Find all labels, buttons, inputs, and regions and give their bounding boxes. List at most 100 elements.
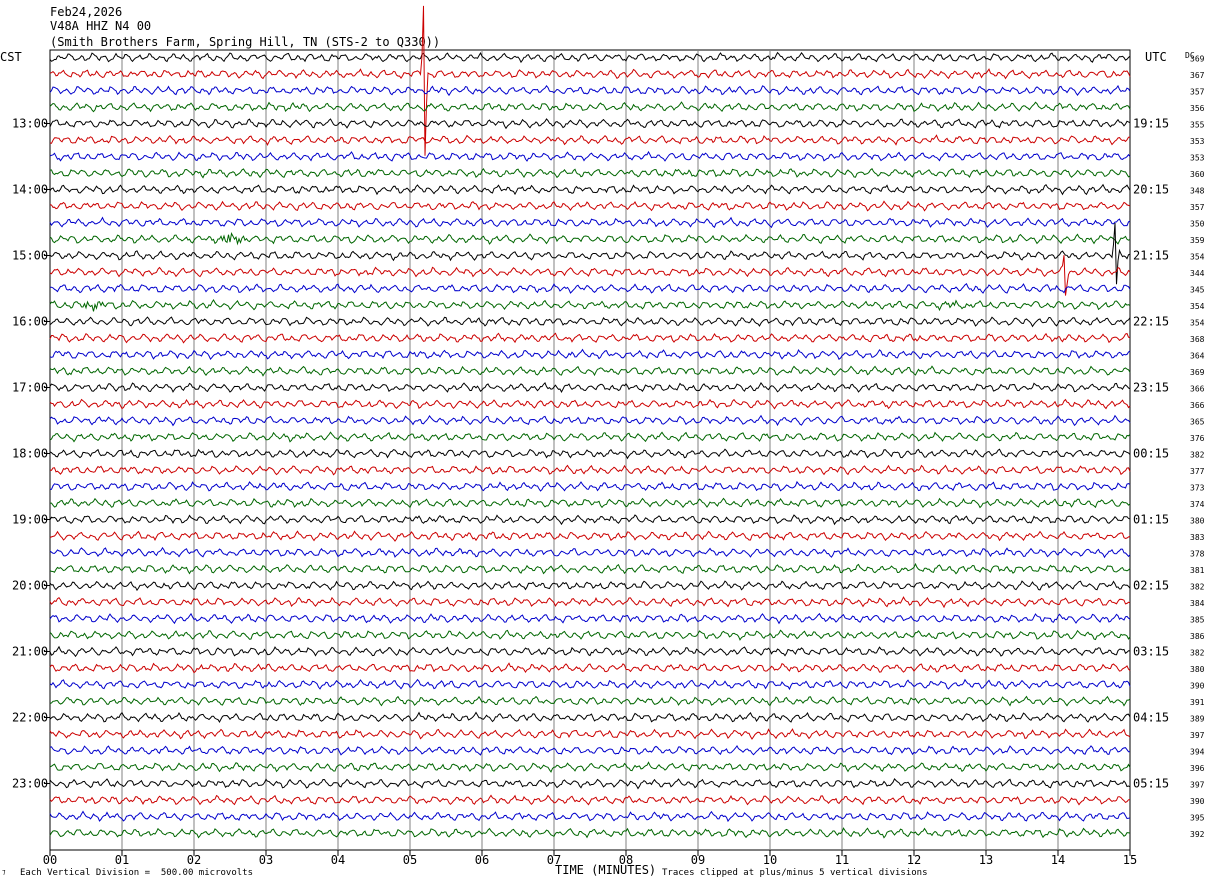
dc-value-label: 391 <box>1190 698 1205 707</box>
x-tick-label: 10 <box>763 853 777 867</box>
x-tick-label: 00 <box>43 853 57 867</box>
x-tick-label: 13 <box>979 853 993 867</box>
cst-hour-label: 23:00 <box>12 777 48 791</box>
trace-line <box>49 810 1131 823</box>
dc-value-label: 348 <box>1190 187 1205 196</box>
cst-hour-label: 20:00 <box>12 579 48 593</box>
utc-hour-label: 22:15 <box>1133 315 1169 329</box>
trace-line <box>49 118 1131 130</box>
dc-value-label: 383 <box>1190 533 1205 542</box>
station-channel: V48A HHZ N4 00 <box>50 19 152 33</box>
dc-value-label: 386 <box>1190 632 1205 641</box>
dc-value-label: 390 <box>1190 797 1205 806</box>
trace-line <box>49 678 1131 691</box>
trace-line <box>49 255 1131 296</box>
dc-value-label: 353 <box>1190 137 1205 146</box>
clip-note: Traces clipped at plus/minus 5 vertical … <box>662 868 928 878</box>
dc-value-label: 344 <box>1190 269 1205 278</box>
dc-value-label: 380 <box>1190 665 1205 674</box>
utc-hour-label: 19:15 <box>1133 117 1169 131</box>
trace-line <box>49 348 1131 361</box>
trace-line <box>49 448 1131 460</box>
trace-line <box>50 497 1131 509</box>
dc-value-label: 376 <box>1190 434 1205 443</box>
trace-line <box>49 761 1131 773</box>
dc-value-label: 392 <box>1190 830 1205 839</box>
trace-line <box>49 414 1131 427</box>
plot-frame <box>49 49 1131 851</box>
trace-line <box>49 332 1131 344</box>
dc-value-label: 394 <box>1190 748 1205 757</box>
scale-note: Each Vertical Division = 500.00 microvol… <box>20 868 253 878</box>
trace-line <box>49 398 1131 410</box>
dc-value-label: 385 <box>1190 616 1205 625</box>
dc-value-label: 382 <box>1190 649 1205 658</box>
dc-value-label: 366 <box>1190 401 1205 410</box>
dc-value-label: 364 <box>1190 352 1205 361</box>
dc-value-label: 354 <box>1190 319 1205 328</box>
dc-value-label: 345 <box>1190 286 1205 295</box>
x-tick-label: 11 <box>835 853 849 867</box>
dc-value-label: 368 <box>1190 335 1205 344</box>
trace-line <box>49 365 1131 377</box>
trace-line <box>49 514 1131 526</box>
dc-value-label: 366 <box>1190 385 1205 394</box>
trace-line <box>49 711 1131 724</box>
trace-line <box>49 216 1131 229</box>
dc-value-label: 397 <box>1190 731 1205 740</box>
dc-value-label: 373 <box>1190 484 1205 493</box>
dc-value-label: 384 <box>1190 599 1205 608</box>
x-tick-label: 09 <box>691 853 705 867</box>
utc-axis-label: UTC <box>1145 50 1167 64</box>
trace-line <box>49 744 1130 756</box>
x-axis-title: TIME (MINUTES) <box>555 863 657 877</box>
dc-value-label: 397 <box>1190 781 1205 790</box>
cst-hour-label: 14:00 <box>12 183 48 197</box>
x-tick-label: 05 <box>403 853 417 867</box>
cst-hour-label: 19:00 <box>12 513 48 527</box>
dc-value-label: 354 <box>1190 253 1205 262</box>
trace-line <box>49 283 1131 294</box>
trace-line <box>49 431 1131 443</box>
cst-hour-label: 15:00 <box>12 249 48 263</box>
dc-value-label: 357 <box>1190 203 1205 212</box>
x-tick-label: 15 <box>1123 853 1137 867</box>
trace-line <box>49 232 1131 246</box>
x-tick-label: 07 <box>547 853 561 867</box>
utc-hour-label: 02:15 <box>1133 579 1169 593</box>
cst-hour-label: 21:00 <box>12 645 48 659</box>
trace-line <box>49 778 1131 790</box>
dc-value-label: 378 <box>1190 550 1205 559</box>
record-date: Feb24,2026 <box>50 5 123 19</box>
trace-line <box>49 629 1131 641</box>
trace-line <box>49 84 1131 97</box>
dc-value-label: 381 <box>1190 566 1205 575</box>
trace-line <box>49 662 1131 674</box>
trace-line <box>49 150 1131 162</box>
trace-line <box>49 381 1131 393</box>
dc-value-label: 390 <box>1190 682 1205 691</box>
x-tick-label: 12 <box>907 853 921 867</box>
trace-line <box>49 612 1131 625</box>
trace-line <box>49 794 1131 806</box>
utc-hour-label: 04:15 <box>1133 711 1169 725</box>
dc-value-label: 369 <box>1190 368 1205 377</box>
trace-line <box>49 530 1131 542</box>
trace-line <box>49 464 1131 476</box>
dc-value-label: 382 <box>1190 583 1205 592</box>
trace-line <box>49 596 1131 609</box>
dc-value-label: 350 <box>1190 220 1205 229</box>
cst-hour-label: 18:00 <box>12 447 48 461</box>
trace-line <box>49 645 1131 658</box>
cst-axis-label: CST <box>0 50 22 64</box>
dc-value-label: 357 <box>1190 88 1205 97</box>
trace-line <box>49 562 1131 575</box>
x-tick-label: 04 <box>331 853 345 867</box>
utc-hour-label: 03:15 <box>1133 645 1169 659</box>
station-location: (Smith Brothers Farm, Spring Hill, TN (S… <box>50 35 441 49</box>
utc-hour-label: 01:15 <box>1133 513 1169 527</box>
x-tick-label: 08 <box>619 853 633 867</box>
utc-hour-label: 21:15 <box>1133 249 1169 263</box>
x-tick-label: 06 <box>475 853 489 867</box>
